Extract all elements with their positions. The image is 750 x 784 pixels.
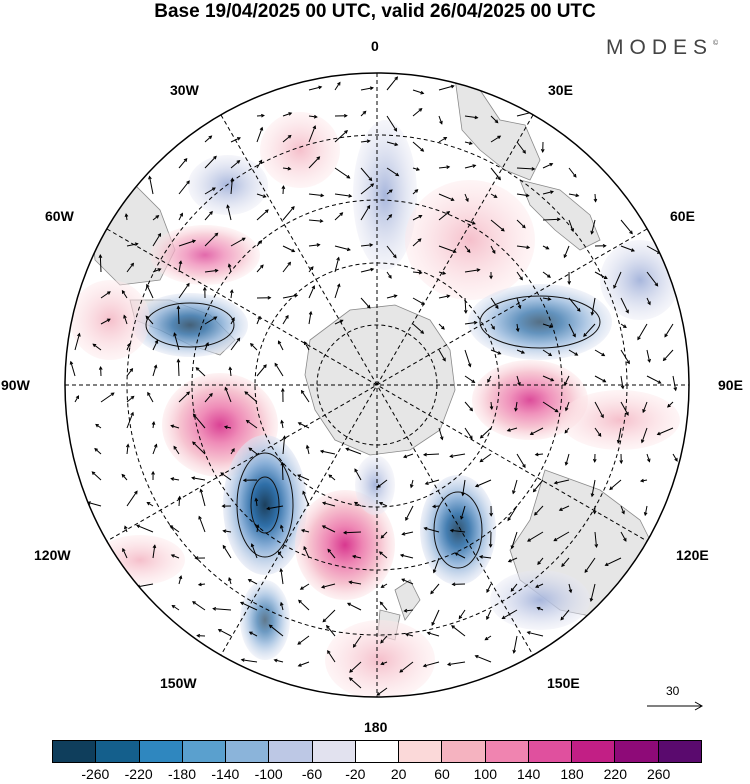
colorbar-tick-label: 180 (560, 766, 583, 782)
colorbar-tick-label: 260 (647, 766, 670, 782)
colorbar-tick-label: -260 (81, 766, 109, 782)
colorbar-tick-label: 60 (434, 766, 450, 782)
colorbar-tick-label: -100 (255, 766, 283, 782)
colorbar-segment (615, 741, 658, 762)
wind-vector (100, 255, 101, 272)
colorbar-segment (53, 741, 96, 762)
lon-label-30e: 30E (548, 82, 573, 98)
lon-label-90w: 90W (1, 377, 30, 393)
colorbar-ticks: -260 -220 -180 -140 -100 -60 -20 20 60 100 140 180 2… (0, 766, 750, 784)
wind-vector (178, 360, 179, 376)
colorbar-segment (356, 741, 399, 762)
colorbar-segment (529, 741, 572, 762)
colorbar-segment (269, 741, 312, 762)
colorbar-tick-label: 140 (517, 766, 540, 782)
lon-label-150e: 150E (547, 675, 580, 691)
lon-label-150w: 150W (160, 675, 197, 691)
colorbar-segment (140, 741, 183, 762)
lon-label-180: 180 (364, 719, 387, 735)
colorbar-segment (486, 741, 529, 762)
lon-label-60w: 60W (45, 208, 74, 224)
colorbar-tick-label: -180 (168, 766, 196, 782)
colorbar-tick-label: -140 (211, 766, 239, 782)
colorbar-segment (183, 741, 226, 762)
colorbar-segment (313, 741, 356, 762)
colorbar-tick-label: -220 (125, 766, 153, 782)
wind-vector (178, 306, 179, 324)
colorbar (52, 740, 702, 763)
colorbar-segment (572, 741, 615, 762)
lon-label-60e: 60E (670, 208, 695, 224)
colorbar-tick-label: 100 (474, 766, 497, 782)
lon-label-90e: 90E (718, 377, 743, 393)
colorbar-segment (659, 741, 701, 762)
wind-vector (282, 463, 283, 480)
lon-label-120e: 120E (676, 547, 709, 563)
lon-label-0: 0 (371, 38, 379, 54)
colorbar-tick-label: 20 (391, 766, 407, 782)
colorbar-segment (442, 741, 485, 762)
reference-vector-arrow (645, 684, 705, 714)
colorbar-tick-label: 220 (604, 766, 627, 782)
colorbar-segment (399, 741, 442, 762)
colorbar-segment (226, 741, 269, 762)
colorbar-tick-label: -60 (302, 766, 322, 782)
lon-label-30w: 30W (170, 82, 199, 98)
colorbar-tick-label: -20 (345, 766, 365, 782)
lon-label-120w: 120W (34, 547, 71, 563)
colorbar-segment (96, 741, 139, 762)
